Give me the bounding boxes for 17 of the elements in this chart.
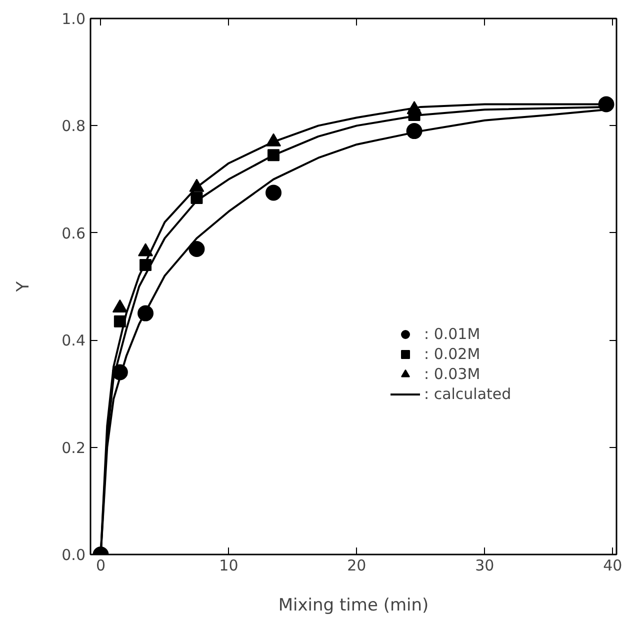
y-tick-label: 0.8 bbox=[62, 117, 86, 136]
legend-label: : calculated bbox=[424, 385, 512, 403]
y-tick-label: 0.4 bbox=[62, 332, 86, 350]
x-tick-label: 10 bbox=[219, 556, 238, 574]
x-tick-label: 30 bbox=[475, 556, 494, 574]
y-tick-label: 0.6 bbox=[62, 224, 86, 242]
x-tick-label: 20 bbox=[347, 556, 366, 574]
y-tick-label: 0.2 bbox=[62, 438, 86, 457]
legend-label: : 0.03M bbox=[424, 365, 480, 383]
x-tick-label: 0 bbox=[96, 556, 106, 574]
y-tick-label: 1.0 bbox=[62, 10, 86, 28]
y-axis-title: Y bbox=[14, 280, 34, 293]
x-tick-label: 40 bbox=[603, 556, 622, 574]
legend-label: : 0.01M bbox=[424, 325, 480, 343]
legend-label: : 0.02M bbox=[424, 345, 480, 363]
x-axis-title: Mixing time (min) bbox=[278, 596, 429, 616]
y-tick-label: 0.0 bbox=[62, 546, 86, 564]
